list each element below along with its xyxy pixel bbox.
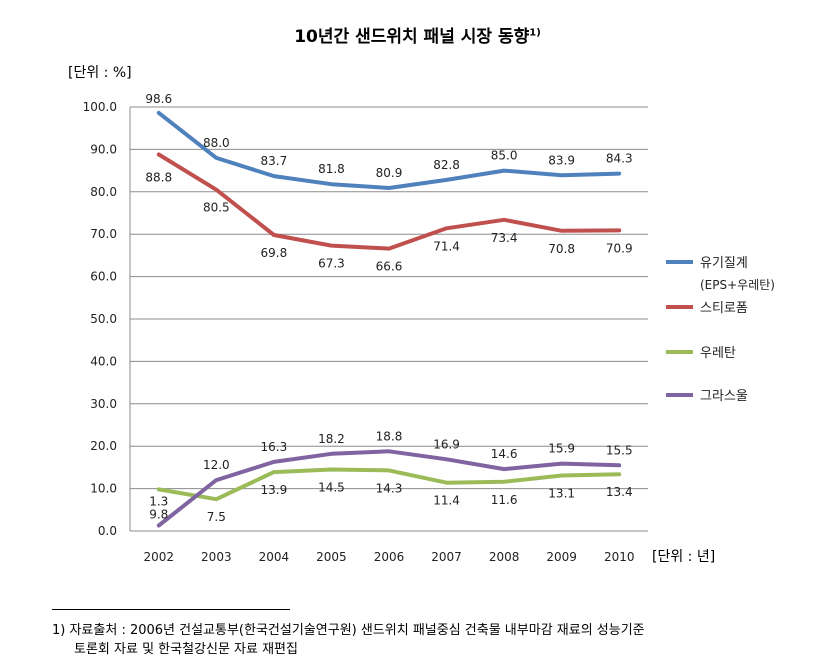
y-tick-label: 40.0 bbox=[90, 354, 117, 368]
legend-label: 스티로폼 bbox=[700, 301, 748, 316]
legend-label: 그라스울 bbox=[700, 389, 748, 404]
data-label: 70.9 bbox=[606, 241, 633, 255]
y-tick-label: 0.0 bbox=[98, 524, 117, 538]
footnote-divider bbox=[52, 609, 290, 610]
data-label: 70.8 bbox=[548, 242, 575, 256]
y-tick-label: 30.0 bbox=[90, 397, 117, 411]
x-tick-label: 2008 bbox=[489, 550, 520, 564]
data-label: 98.6 bbox=[145, 92, 172, 106]
data-label: 16.9 bbox=[433, 437, 460, 451]
data-label: 80.5 bbox=[203, 201, 230, 215]
legend-label: 우레탄 bbox=[700, 346, 736, 361]
y-tick-label: 60.0 bbox=[90, 270, 117, 284]
title-footnote-marker: 1) bbox=[529, 27, 541, 39]
data-label: 84.3 bbox=[606, 152, 633, 166]
data-label: 18.8 bbox=[376, 429, 403, 443]
x-tick-label: 2010 bbox=[604, 550, 635, 564]
y-tick-label: 100.0 bbox=[83, 100, 117, 114]
x-tick-label: 2003 bbox=[201, 550, 232, 564]
line-chart: 0.0 10.0 20.0 30.0 40.0 50.0 60.0 70.0 80.0 90.0 1… bbox=[83, 92, 775, 564]
data-label: 14.3 bbox=[376, 481, 403, 495]
series-line bbox=[156, 152, 622, 251]
data-label: 67.3 bbox=[318, 257, 345, 271]
data-label: 15.9 bbox=[548, 442, 575, 456]
chart-title: 10년간 샌드위치 패널 시장 동향1) bbox=[0, 22, 835, 47]
chart-title-text: 10년간 샌드위치 패널 시장 동향 bbox=[294, 27, 530, 47]
data-label: 88.8 bbox=[145, 170, 172, 184]
data-label: 13.9 bbox=[261, 483, 288, 497]
y-tick-label: 20.0 bbox=[90, 439, 117, 453]
data-label: 85.0 bbox=[491, 149, 518, 163]
series-line bbox=[156, 110, 622, 190]
series-line bbox=[156, 449, 622, 528]
data-label: 83.9 bbox=[548, 153, 575, 167]
data-label: 73.4 bbox=[491, 231, 518, 245]
data-label: 18.2 bbox=[318, 432, 345, 446]
x-tick-label: 2006 bbox=[374, 550, 405, 564]
x-tick-label: 2007 bbox=[431, 550, 462, 564]
series-line bbox=[156, 467, 622, 502]
y-tick-label: 50.0 bbox=[90, 312, 117, 326]
x-tick-label: 2004 bbox=[259, 550, 290, 564]
y-tick-label: 80.0 bbox=[90, 185, 117, 199]
data-label: 16.3 bbox=[261, 440, 288, 454]
data-label: 88.0 bbox=[203, 136, 230, 150]
data-label: 7.5 bbox=[207, 510, 226, 524]
data-label: 11.4 bbox=[433, 494, 460, 508]
footnote-line-1: 1) 자료출처 : 2006년 건설교통부(한국건설기술연구원) 샌드위치 패널… bbox=[52, 623, 645, 638]
x-tick-label: 2005 bbox=[316, 550, 347, 564]
data-label: 13.1 bbox=[548, 486, 575, 500]
data-label: 15.5 bbox=[606, 443, 633, 457]
footnote: 1) 자료출처 : 2006년 건설교통부(한국건설기술연구원) 샌드위치 패널… bbox=[52, 621, 827, 659]
y-tick-label: 90.0 bbox=[90, 142, 117, 156]
data-label: 11.6 bbox=[491, 493, 518, 507]
y-axis-unit-label: [단위 : %] bbox=[68, 65, 132, 81]
footnote-line-2: 토론회 자료 및 한국철강신문 자료 재편집 bbox=[74, 642, 298, 657]
data-label: 66.6 bbox=[376, 260, 403, 274]
data-label: 71.4 bbox=[433, 239, 460, 253]
data-label: 1.3 bbox=[149, 494, 168, 508]
data-label: 13.4 bbox=[606, 485, 633, 499]
data-label: 14.6 bbox=[491, 447, 518, 461]
data-label: 81.8 bbox=[318, 162, 345, 176]
x-tick-label: 2009 bbox=[546, 550, 577, 564]
y-tick-label: 10.0 bbox=[90, 482, 117, 496]
data-label: 82.8 bbox=[433, 158, 460, 172]
x-tick-label: 2002 bbox=[144, 550, 175, 564]
legend-sublabel: (EPS+우레탄) bbox=[700, 278, 775, 292]
y-tick-label: 70.0 bbox=[90, 227, 117, 241]
legend-label: 유기질계 bbox=[700, 256, 748, 271]
data-label: 69.8 bbox=[261, 246, 288, 260]
data-label: 12.0 bbox=[203, 458, 230, 472]
x-axis-unit-label: [단위 : 년] bbox=[652, 549, 716, 565]
data-label: 9.8 bbox=[149, 507, 168, 521]
data-label: 14.5 bbox=[318, 481, 345, 495]
data-label: 83.7 bbox=[261, 154, 288, 168]
data-label: 80.9 bbox=[376, 166, 403, 180]
